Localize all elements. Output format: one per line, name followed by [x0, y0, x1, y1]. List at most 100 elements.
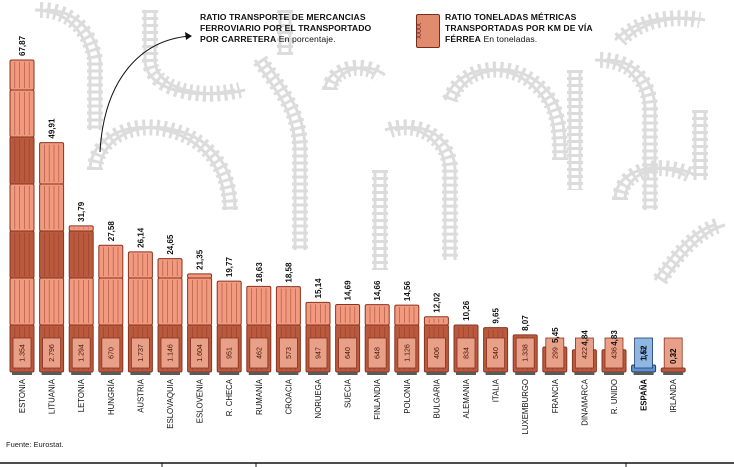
bar-segment	[157, 258, 183, 279]
wagon-wheels	[426, 372, 447, 375]
wagon-wheels	[396, 372, 417, 375]
bar-segment	[127, 251, 153, 279]
bar-segment	[364, 304, 390, 326]
tons-value-label: 462	[256, 347, 263, 359]
category-label: IRLANDA	[669, 378, 678, 413]
ratio-value-label: 19,77	[225, 257, 234, 278]
rail-line	[623, 166, 696, 201]
wagon-wheels	[160, 372, 180, 375]
rail-line	[263, 59, 307, 250]
bar-r-unido	[601, 337, 627, 375]
source-note: Fuente: Eurostat.	[6, 440, 64, 449]
tons-value-label: 640	[345, 347, 352, 359]
tons-box	[486, 337, 506, 369]
tons-value-label: 947	[316, 347, 323, 359]
category-label: ESLOVENIA	[196, 378, 205, 423]
ratio-value-label: 10,26	[462, 300, 471, 321]
tons-box	[397, 337, 417, 369]
rail-line	[98, 125, 237, 211]
bar-segment	[39, 277, 65, 326]
tons-value-label: 436	[612, 347, 619, 359]
wagon-wheels	[456, 372, 476, 375]
bar-segment	[9, 136, 35, 185]
tons-value-label: 2.796	[49, 344, 56, 362]
ratio-value-label: 0,32	[669, 348, 678, 364]
bar-rumanía	[246, 285, 272, 375]
wagon-wheels	[633, 372, 654, 375]
tons-box	[604, 337, 624, 369]
legend-wagon-swatch: XXXX	[416, 14, 440, 48]
tons-value-label: 1.146	[168, 344, 175, 362]
tons-box	[545, 337, 565, 369]
bar-austria	[127, 251, 153, 375]
tons-box	[634, 337, 653, 369]
wagon-wheels	[308, 372, 328, 375]
wagon-wheels	[604, 372, 624, 375]
bar-luxemburgo	[512, 334, 538, 375]
category-label: LITUANIA	[48, 378, 57, 414]
tons-value-label: 540	[493, 347, 500, 359]
legend-ratio-unit: En porcentaje.	[278, 34, 336, 44]
ratio-value-label: 4,83	[610, 330, 619, 346]
tons-value-label: 1.604	[197, 344, 204, 362]
bar-segment	[157, 277, 183, 326]
tons-box	[219, 337, 239, 369]
legend-tons-unit: En toneladas.	[483, 34, 538, 44]
tons-box	[575, 337, 594, 369]
tons-box	[515, 337, 535, 369]
tons-box	[426, 337, 446, 369]
ratio-value-label: 5,45	[551, 327, 560, 343]
bar-segment	[9, 277, 35, 326]
bar-suecia	[335, 303, 361, 375]
rail-sleepers	[599, 52, 658, 210]
category-label: CROACIA	[284, 378, 293, 414]
tons-value-label: 406	[434, 347, 441, 359]
bar-eslovaquia	[157, 258, 183, 375]
tons-box	[12, 337, 32, 369]
wagon-wheels	[574, 372, 595, 375]
tons-box	[456, 337, 476, 369]
bar-francia	[542, 337, 568, 375]
ratio-value-label: 18,63	[255, 262, 264, 283]
tons-value-label: 573	[286, 347, 293, 359]
tons-box	[190, 337, 210, 369]
tons-box	[71, 337, 91, 369]
rail-line	[44, 8, 102, 130]
wagon-wheels	[485, 372, 506, 375]
bar-irlanda	[660, 337, 686, 375]
category-label: BULGARIA	[432, 378, 441, 418]
bar-segment	[187, 277, 213, 326]
legend-box-label: XXXX	[417, 23, 423, 40]
bar-dinamarca	[571, 337, 597, 375]
bar-segment	[187, 273, 213, 279]
ratio-value-label: 21,35	[196, 249, 205, 270]
bar-segment	[98, 277, 124, 326]
bar-eslovenia	[187, 273, 213, 375]
tons-value-label: 648	[375, 347, 382, 359]
legend-tons-title: RATIO TONELADAS MÉTRICAS TRANSPORTADAS P…	[445, 12, 593, 44]
tons-box	[663, 337, 683, 369]
wagon-wheels	[278, 372, 299, 375]
rail-sleepers	[614, 10, 702, 46]
bar-segment	[423, 316, 449, 326]
rail-sleepers	[39, 2, 103, 130]
category-label: RUMANÍA	[255, 378, 264, 415]
legend-tons: RATIO TONELADAS MÉTRICAS TRANSPORTADAS P…	[445, 12, 615, 45]
rail-line	[153, 10, 246, 96]
bar-alemania	[453, 324, 479, 375]
bar-segment	[68, 225, 94, 232]
ratio-value-label: 24,65	[166, 234, 175, 255]
legend-arrow-head	[185, 32, 192, 40]
bar-segment	[246, 285, 272, 326]
bar-bulgaria	[423, 316, 449, 375]
tons-value-label: 1.737	[138, 344, 145, 362]
ratio-value-label: 9,65	[492, 308, 501, 324]
tons-box	[278, 337, 298, 369]
category-label: ESPAÑA	[640, 379, 649, 411]
ratio-value-label: 8,07	[521, 315, 530, 331]
rail-line	[333, 66, 386, 91]
bar-segment	[68, 277, 94, 326]
bar-segment	[39, 142, 65, 185]
ratio-value-label: 1,52	[640, 345, 649, 361]
